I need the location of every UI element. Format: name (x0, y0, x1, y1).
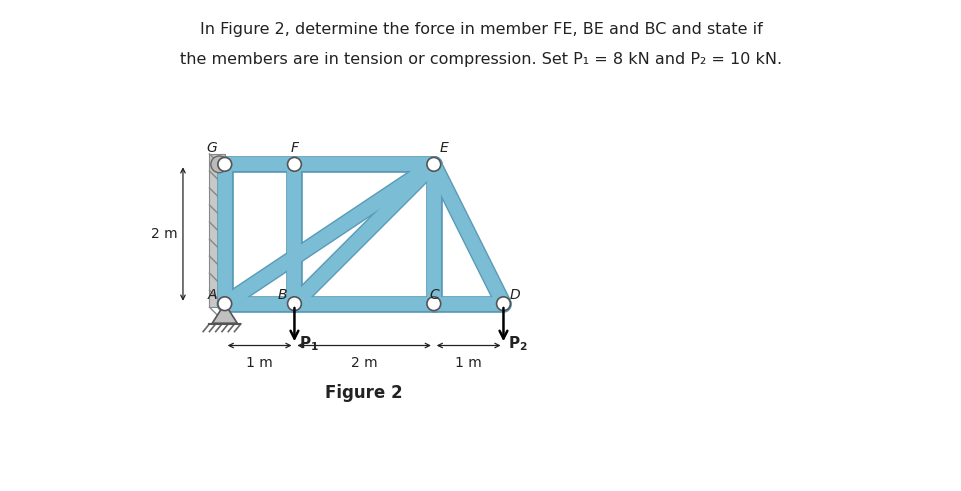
Text: D: D (509, 288, 520, 302)
Circle shape (427, 297, 440, 311)
Text: Figure 2: Figure 2 (325, 384, 403, 402)
Bar (209, 154, 225, 307)
Text: A: A (208, 288, 217, 302)
Text: In Figure 2, determine the force in member FE, BE and BC and state if: In Figure 2, determine the force in memb… (200, 22, 761, 37)
Text: G: G (207, 141, 217, 155)
Text: C: C (429, 288, 438, 302)
Circle shape (217, 158, 232, 171)
Text: B: B (278, 288, 287, 302)
Text: $\mathbf{P_2}$: $\mathbf{P_2}$ (507, 335, 527, 354)
Text: 1 m: 1 m (455, 356, 481, 370)
Circle shape (496, 297, 510, 311)
Circle shape (287, 158, 301, 171)
Text: F: F (290, 140, 298, 155)
Circle shape (210, 156, 228, 173)
Text: the members are in tension or compression. Set P₁ = 8 kN and P₂ = 10 kN.: the members are in tension or compressio… (180, 52, 781, 67)
Polygon shape (212, 304, 237, 323)
Text: 2 m: 2 m (151, 227, 177, 241)
Text: $\mathbf{P_1}$: $\mathbf{P_1}$ (298, 335, 318, 354)
Text: E: E (439, 141, 448, 155)
Text: 2 m: 2 m (351, 356, 377, 370)
Circle shape (217, 297, 232, 311)
Circle shape (427, 158, 440, 171)
Text: 1 m: 1 m (246, 356, 273, 370)
Circle shape (287, 297, 301, 311)
